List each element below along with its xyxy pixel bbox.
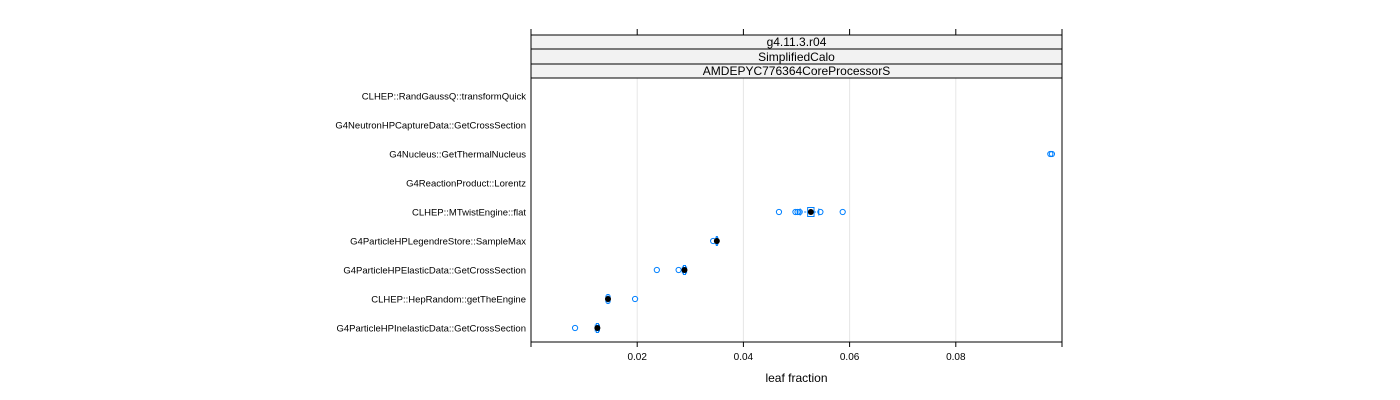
median-point <box>807 209 814 215</box>
outlier-point <box>675 266 682 274</box>
x-axis: 0.02 0.04 0.06 0.08 <box>530 29 1063 363</box>
data-marks <box>571 150 1056 333</box>
x-axis-title: leaf fraction <box>765 371 827 385</box>
outlier-point <box>792 208 799 216</box>
y-tick-label: G4NeutronHPCaptureData::GetCrossSection <box>335 121 526 132</box>
y-tick-label: G4ParticleHPLegendreStore::SampleMax <box>350 237 526 248</box>
median-point <box>713 238 720 244</box>
y-tick-label: CLHEP::MTwistEngine::flat <box>412 208 526 219</box>
outlier-point <box>571 324 579 332</box>
strip-headers: g4.11.3.r04 SimplifiedCalo AMDEPYC776364… <box>530 34 1063 79</box>
outlier-point <box>839 208 846 216</box>
outlier-point <box>653 266 660 274</box>
median-point <box>594 325 601 331</box>
outlier-point <box>1048 150 1056 158</box>
outlier-point <box>631 295 639 303</box>
strip-2-label: SimplifiedCalo <box>758 50 835 64</box>
x-tick-label: 0.06 <box>840 352 860 363</box>
outlier-point <box>775 208 783 216</box>
outlier-point <box>796 208 803 216</box>
y-tick-label: G4Nucleus::GetThermalNucleus <box>389 150 526 161</box>
y-tick-label: CLHEP::RandGaussQ::transformQuick <box>362 92 526 103</box>
box <box>807 207 815 217</box>
x-tick-label: 0.02 <box>627 352 647 363</box>
strip-3-label: AMDEPYC776364CoreProcessorS <box>703 64 890 78</box>
y-axis-labels: CLHEP::RandGaussQ::transformQuickG4Neutr… <box>335 92 526 335</box>
x-tick-label: 0.04 <box>734 352 754 363</box>
y-tick-label: G4ParticleHPInelasticData::GetCrossSecti… <box>336 324 526 335</box>
strip-1-label: g4.11.3.r04 <box>767 35 827 49</box>
outlier-point <box>794 208 801 216</box>
y-tick-label: G4ParticleHPElasticData::GetCrossSection <box>343 266 526 277</box>
panel-frame <box>530 77 1063 343</box>
x-tick-label: 0.08 <box>946 352 966 363</box>
y-tick-label: G4ReactionProduct::Lorentz <box>406 179 526 190</box>
median-point <box>604 296 611 302</box>
outlier-point <box>817 208 824 216</box>
y-tick-label: CLHEP::HepRandom::getTheEngine <box>371 295 526 306</box>
median-point <box>681 267 688 273</box>
